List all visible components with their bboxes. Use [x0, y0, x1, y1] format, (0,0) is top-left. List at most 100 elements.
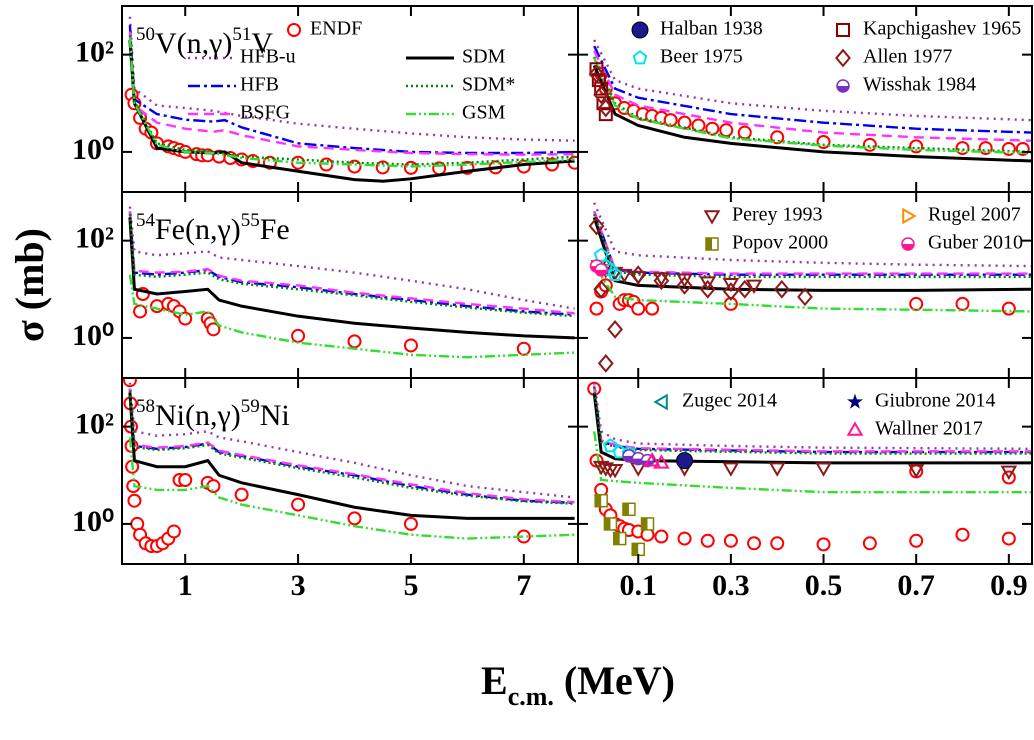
plot-area [122, 378, 575, 554]
marker [630, 265, 647, 284]
marker-shape [747, 536, 762, 551]
marker-shape [847, 393, 863, 409]
marker [836, 23, 850, 37]
line [128, 382, 575, 499]
marker [816, 134, 831, 149]
line [128, 25, 575, 155]
legend-label: Allen 1977 [863, 46, 952, 68]
marker-shape [630, 265, 647, 284]
line [128, 390, 575, 505]
marker-shape [723, 533, 738, 548]
marker [722, 277, 740, 293]
marker [622, 502, 636, 517]
marker-shape [902, 244, 914, 250]
line [128, 214, 575, 318]
line [128, 16, 575, 142]
marker-shape [745, 279, 763, 295]
marker-shape [133, 304, 148, 319]
x-tick-label: 7 [516, 569, 531, 602]
marker-shape [653, 393, 668, 411]
marker [589, 301, 604, 316]
marker [699, 276, 717, 291]
line [593, 265, 1032, 313]
marker [593, 247, 609, 262]
marker [591, 73, 606, 88]
marker-shape [604, 517, 611, 530]
marker [594, 263, 608, 277]
marker-shape [722, 462, 740, 477]
marker [1001, 141, 1016, 156]
line [128, 211, 575, 316]
marker [127, 493, 142, 508]
x-tick-label: 3 [291, 569, 306, 602]
marker [955, 296, 970, 311]
legend-label: Perey 1993 [732, 204, 823, 226]
legend-label: ENDF [310, 18, 362, 40]
marker [862, 137, 877, 152]
marker [597, 354, 614, 373]
marker [797, 287, 813, 307]
marker-shape [403, 516, 418, 531]
panel-frame [577, 377, 1033, 565]
marker [815, 462, 832, 477]
marker-shape [909, 296, 924, 311]
marker [955, 141, 970, 156]
y-tick-label: 10⁰ [72, 133, 114, 166]
x-tick-label: 5 [403, 569, 418, 602]
marker [516, 341, 531, 356]
marker-shape [653, 271, 670, 291]
x-tick-label: 0.7 [897, 569, 935, 602]
marker [594, 493, 608, 508]
marker [902, 207, 917, 225]
marker [653, 454, 670, 469]
x-tick-label: 0.9 [990, 569, 1028, 602]
line [592, 64, 1032, 163]
line [593, 385, 1032, 453]
panel-title-part: 54 [136, 210, 156, 231]
marker-shape [955, 141, 970, 156]
line [128, 211, 575, 315]
line [593, 431, 1032, 494]
line [128, 217, 575, 340]
legend-label: Wisshak 1984 [863, 74, 976, 96]
legend-label: Beer 1975 [660, 46, 743, 68]
marker-shape [643, 452, 661, 467]
marker-shape [653, 454, 670, 469]
marker-shape [234, 487, 249, 502]
marker-shape [631, 21, 649, 39]
marker [654, 529, 669, 544]
marker [703, 210, 721, 225]
y-tick-label: 10² [75, 222, 114, 255]
marker [907, 463, 925, 479]
marker [631, 21, 649, 39]
line [593, 45, 1032, 134]
marker-shape [705, 121, 720, 136]
legend-label: GSM [462, 102, 506, 124]
line [128, 437, 575, 540]
plot-area [587, 381, 1032, 557]
marker [719, 123, 734, 138]
x-axis-label-unit: (MeV) [564, 658, 675, 703]
marker-shape [595, 269, 608, 276]
panel-title-part: 55 [241, 210, 260, 231]
marker-shape [588, 64, 605, 84]
marker [598, 107, 613, 122]
marker [653, 271, 670, 291]
marker-shape [676, 276, 693, 295]
marker-shape [907, 463, 925, 479]
panel-title-part: Fe [260, 213, 290, 246]
marker [955, 527, 970, 542]
marker [722, 282, 739, 301]
marker [403, 516, 418, 531]
panel-title: 54Fe(n,γ)55Fe [136, 210, 290, 246]
marker [122, 378, 137, 388]
x-axis-label: Ec.m. (MeV) [481, 658, 675, 711]
marker-shape [631, 301, 646, 316]
legend-label: BSFG [240, 102, 290, 124]
panel-title-part: Ni [260, 399, 290, 432]
marker-shape [127, 493, 142, 508]
marker [612, 531, 627, 546]
plot-area [588, 39, 1032, 163]
marker-shape [597, 98, 614, 118]
